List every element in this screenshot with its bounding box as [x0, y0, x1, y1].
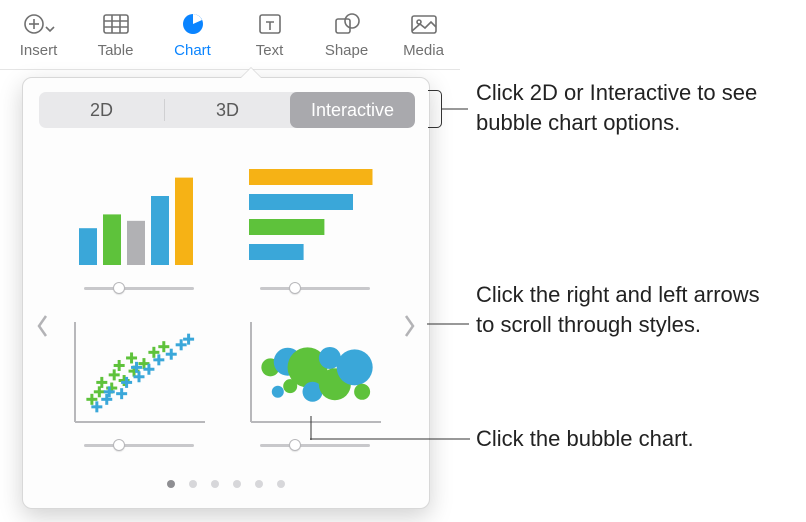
insert-button[interactable]: Insert [0, 0, 77, 69]
variant-slider[interactable] [84, 281, 194, 295]
media-icon [407, 10, 441, 38]
callout-line [427, 323, 469, 325]
page-dots[interactable] [23, 480, 429, 488]
page-dot[interactable] [211, 480, 219, 488]
table-icon [99, 10, 133, 38]
toolbar-label: Insert [20, 42, 58, 59]
callout-arrows: Click the right and left arrows to scrol… [476, 280, 776, 339]
page-dot[interactable] [167, 480, 175, 488]
callout-bubble: Click the bubble chart. [476, 424, 796, 454]
chart-thumb-scatter[interactable] [65, 313, 213, 452]
chart-button[interactable]: Chart [154, 0, 231, 69]
chart-thumb-column[interactable] [65, 156, 213, 295]
column-chart-preview [69, 161, 209, 271]
tab-3d[interactable]: 3D [165, 92, 290, 128]
callout-bracket [428, 90, 442, 128]
horizontal-bar-chart-preview [245, 161, 385, 271]
page-dot[interactable] [189, 480, 197, 488]
toolbar-label: Media [403, 42, 444, 59]
chart-type-segmented-control: 2D 3D Interactive [39, 92, 415, 128]
toolbar-label: Text [256, 42, 284, 59]
variant-slider[interactable] [260, 438, 370, 452]
page-dot[interactable] [255, 480, 263, 488]
toolbar: Insert Table Chart Text Shape Media [0, 0, 460, 70]
variant-slider[interactable] [84, 438, 194, 452]
table-button[interactable]: Table [77, 0, 154, 69]
callout-line [310, 438, 470, 440]
insert-icon [22, 10, 56, 38]
scroll-left-arrow[interactable] [31, 306, 55, 346]
chart-icon [176, 10, 210, 38]
shape-icon [330, 10, 364, 38]
media-button[interactable]: Media [385, 0, 460, 69]
callout-tabs: Click 2D or Interactive to see bubble ch… [476, 78, 786, 137]
shape-button[interactable]: Shape [308, 0, 385, 69]
bubble-chart-preview [245, 318, 385, 428]
toolbar-label: Shape [325, 42, 368, 59]
variant-slider[interactable] [260, 281, 370, 295]
toolbar-label: Table [98, 42, 134, 59]
callout-line [310, 416, 312, 440]
chart-thumb-bubble[interactable] [241, 313, 389, 452]
toolbar-label: Chart [174, 42, 211, 59]
scroll-right-arrow[interactable] [397, 306, 421, 346]
text-button[interactable]: Text [231, 0, 308, 69]
tab-interactive[interactable]: Interactive [290, 92, 415, 128]
chart-thumb-horizontal-bar[interactable] [241, 156, 389, 295]
scatter-chart-preview [69, 318, 209, 428]
text-icon [253, 10, 287, 38]
page-dot[interactable] [233, 480, 241, 488]
chart-popover: 2D 3D Interactive [22, 77, 430, 509]
chart-style-grid [65, 156, 389, 452]
page-dot[interactable] [277, 480, 285, 488]
tab-2d[interactable]: 2D [39, 92, 164, 128]
callout-line [442, 108, 468, 110]
